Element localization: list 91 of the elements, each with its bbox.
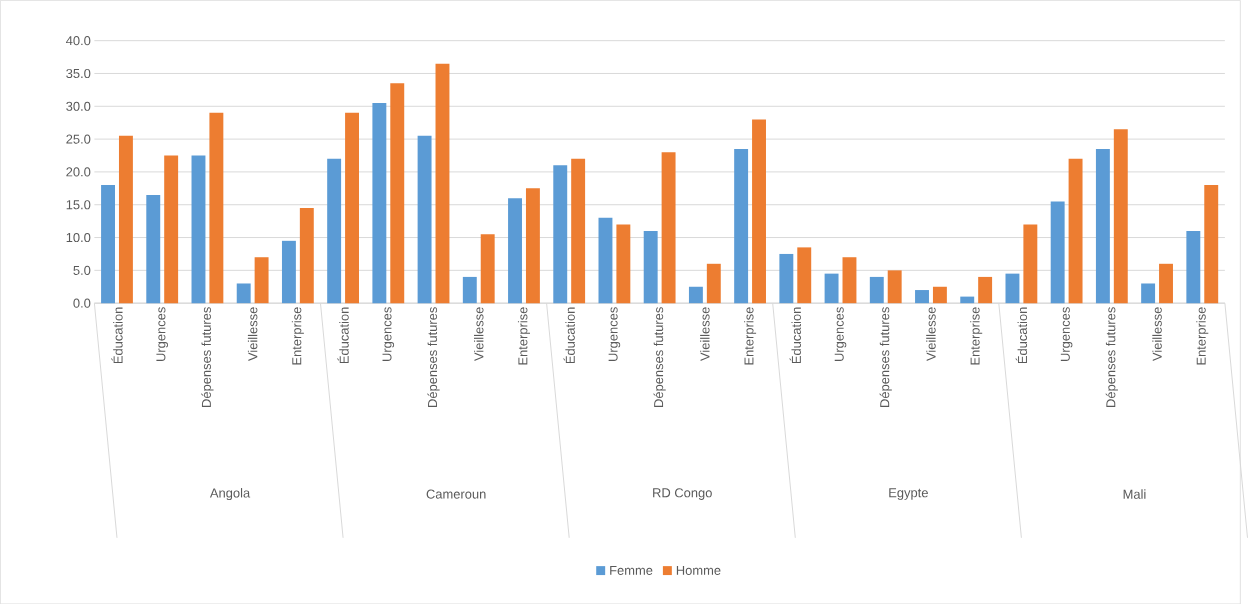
x-tick-label: Vieillesse <box>247 307 258 361</box>
bar <box>525 188 540 303</box>
bar <box>299 207 314 303</box>
bar <box>462 276 477 303</box>
text: Mali <box>1123 489 1146 499</box>
x-tick-label: Éducation <box>563 307 575 363</box>
bar <box>1005 273 1020 303</box>
bar <box>1095 148 1110 303</box>
x-tick-label: Urgences <box>382 306 395 361</box>
y-tick-label: 20.0 <box>66 167 91 177</box>
legend-label: Femme <box>610 565 653 575</box>
bar <box>734 148 749 303</box>
x-tick-label: Enterprise <box>970 307 983 365</box>
y-tick-label: 15.0 <box>66 199 91 210</box>
bar <box>281 240 296 303</box>
y-tick-label: 25.0 <box>66 134 91 144</box>
bar <box>915 289 929 303</box>
bar <box>598 217 613 303</box>
bar <box>1186 230 1201 303</box>
bar <box>616 224 631 303</box>
x-tick-label: Dépenses futures <box>879 306 892 407</box>
y-tick-label: 0.0 <box>73 298 91 308</box>
bar <box>1159 263 1173 303</box>
bar <box>842 257 857 303</box>
bar <box>932 286 947 303</box>
bar <box>236 283 251 303</box>
x-tick-label: Urgences <box>156 306 168 361</box>
bar <box>146 194 161 303</box>
text: Egypte <box>889 488 928 500</box>
bar <box>797 247 812 303</box>
bar <box>779 253 794 303</box>
x-tick-label: Vieillesse <box>700 307 710 361</box>
bar <box>417 135 432 303</box>
bar <box>480 234 495 303</box>
bar <box>661 152 676 303</box>
x-tick-label: Éducation <box>789 307 801 363</box>
x-tick-label: Enterprise <box>517 307 530 365</box>
bar <box>960 296 975 303</box>
x-tick-label: Dépenses futures <box>201 306 214 407</box>
x-tick-label: Urgences <box>608 306 621 361</box>
bar <box>118 135 133 303</box>
bar <box>191 155 206 303</box>
bar <box>435 63 450 303</box>
bar <box>209 112 224 303</box>
x-tick-label: Enterprise <box>291 307 304 365</box>
y-tick-label: 5.0 <box>73 265 91 275</box>
text: RD Congo <box>653 488 712 500</box>
y-tick-label: 30.0 <box>66 101 91 111</box>
bar <box>1068 158 1083 303</box>
x-tick-label: Enterprise <box>1196 307 1209 365</box>
text: Angola <box>209 487 251 500</box>
bar <box>254 257 269 303</box>
y-tick-label: 40.0 <box>66 35 91 46</box>
bar <box>706 263 721 303</box>
bar <box>508 198 522 303</box>
x-tick-label: Dépenses futures <box>653 306 666 407</box>
bar <box>978 276 993 303</box>
bar <box>1023 224 1038 303</box>
bar <box>887 270 902 303</box>
bar <box>390 83 405 303</box>
bar <box>372 102 387 303</box>
x-tick-label: Enterprise <box>744 307 757 365</box>
x-tick-label: Éducation <box>337 307 349 363</box>
bar <box>1204 184 1219 303</box>
bar <box>1141 283 1156 303</box>
x-tick-label: Urgences <box>1060 306 1073 361</box>
x-tick-label: Vieillesse <box>474 307 484 361</box>
y-tick-label: 35.0 <box>66 68 91 78</box>
x-tick-label: Urgences <box>834 306 847 361</box>
bar <box>869 276 884 303</box>
bar <box>164 155 179 303</box>
bar <box>101 184 115 303</box>
x-tick-label: Éducation <box>111 307 123 363</box>
bar <box>752 119 766 303</box>
bar <box>643 230 658 303</box>
x-tick-label: Dépenses futures <box>1105 306 1118 407</box>
legend-label: Homme <box>676 565 721 575</box>
bar <box>688 286 703 303</box>
x-tick-label: Éducation <box>1015 307 1028 363</box>
bar <box>1113 129 1128 303</box>
bar <box>345 112 359 303</box>
bar <box>553 165 568 303</box>
y-tick-label: 10.0 <box>66 232 91 242</box>
x-tick-label: Dépenses futures <box>427 306 440 407</box>
x-tick-label: Vieillesse <box>926 307 936 361</box>
x-tick-label: Vieillesse <box>1152 307 1162 361</box>
text: Cameroun <box>426 489 486 499</box>
bar <box>327 158 342 303</box>
bar <box>824 273 839 303</box>
bar <box>1050 201 1065 303</box>
bar <box>571 158 586 303</box>
